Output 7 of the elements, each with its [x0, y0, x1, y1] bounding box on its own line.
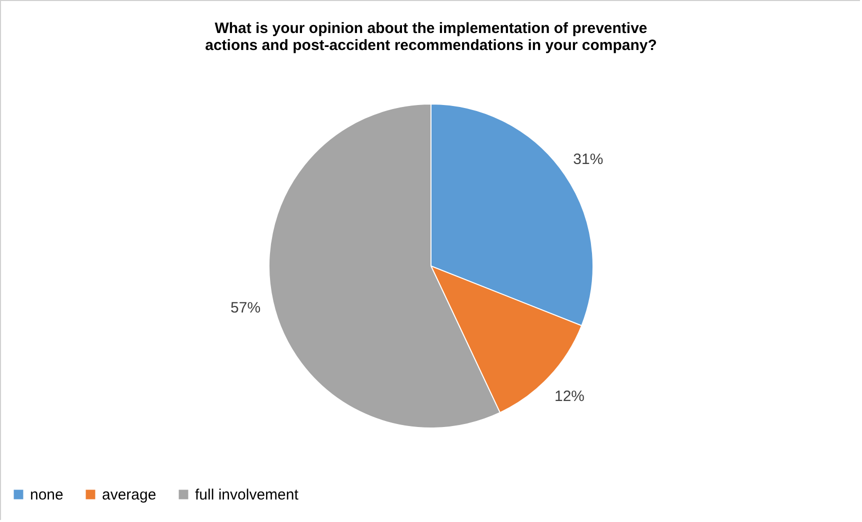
data-label: 12% [554, 388, 585, 406]
legend-label: none [30, 486, 64, 504]
data-label: 57% [230, 299, 261, 316]
data-label: 31% [573, 151, 604, 168]
chart-title: What is your opinion about the implementation of preventive actions and post-accident recommendations in your company? [205, 20, 657, 54]
legend-label: full involvement [195, 486, 300, 504]
legend-label: average [102, 486, 156, 504]
